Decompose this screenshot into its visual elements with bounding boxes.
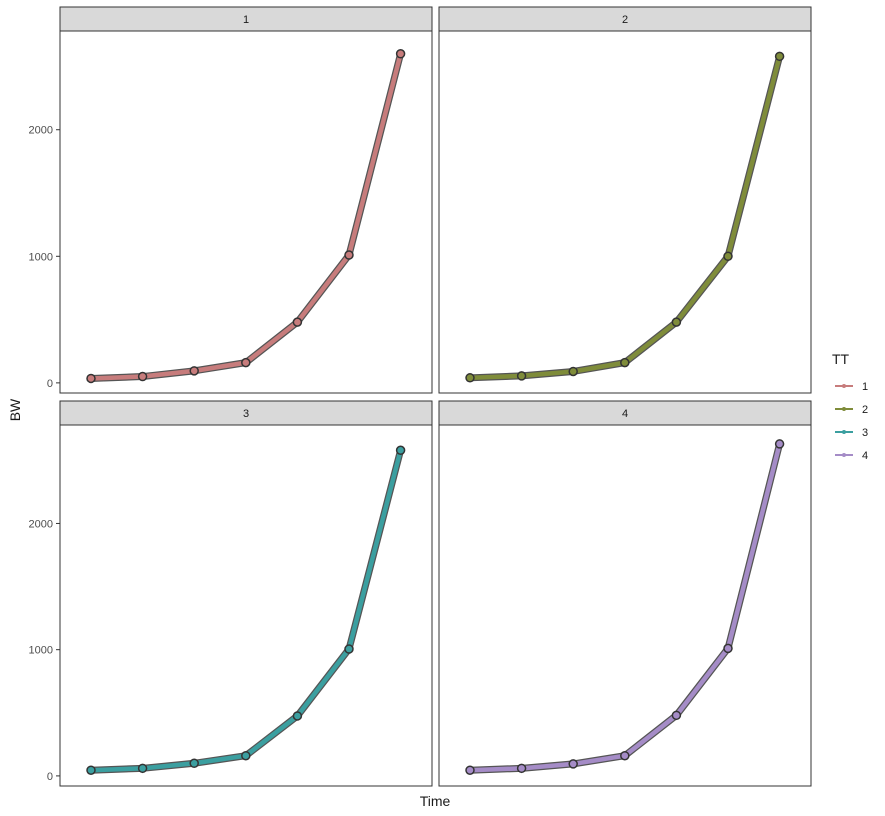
- data-point: [568, 366, 578, 377]
- data-point: [241, 357, 251, 368]
- data-point: [344, 644, 354, 654]
- data-point: [620, 357, 630, 368]
- y-tick-label: 0: [47, 771, 53, 783]
- data-point: [671, 710, 682, 721]
- legend-key-point: [842, 430, 846, 434]
- data-point: [344, 250, 354, 260]
- legend-key-point: [842, 453, 846, 457]
- legend-label: 3: [862, 427, 868, 439]
- data-point: [395, 445, 406, 455]
- data-point: [292, 711, 303, 721]
- y-axis-title: BW: [7, 398, 23, 421]
- legend-items: 1 2 3 4: [835, 381, 868, 462]
- facet-panel-4: 4: [438, 400, 812, 787]
- data-point: [671, 317, 682, 327]
- data-point: [516, 763, 527, 774]
- data-point: [86, 765, 96, 775]
- data-point: [774, 439, 785, 449]
- y-tick-label: 2000: [29, 518, 53, 530]
- data-point: [465, 765, 475, 775]
- legend-item-3: 3: [835, 427, 868, 439]
- facet-panel-3: 3 0 1000 2000: [29, 400, 433, 787]
- facet-strip: [59, 6, 433, 32]
- legend-key-point: [842, 407, 846, 411]
- facet-strip-label: 3: [243, 408, 249, 420]
- data-point: [137, 371, 148, 382]
- data-point: [774, 51, 785, 62]
- legend: TT 1 2 3 4: [832, 351, 868, 462]
- facet-strip: [59, 400, 433, 426]
- data-point: [86, 373, 96, 384]
- legend-label: 2: [862, 404, 868, 416]
- data-point: [620, 750, 630, 761]
- y-tick-label: 0: [47, 378, 53, 390]
- x-axis-title: Time: [420, 793, 451, 809]
- data-point: [723, 251, 733, 262]
- data-point: [723, 643, 733, 654]
- panel-border: [438, 30, 812, 394]
- y-tick-label: 1000: [29, 645, 53, 657]
- panel-border: [438, 424, 812, 787]
- facet-strip-label: 1: [243, 14, 249, 26]
- data-point: [568, 759, 578, 769]
- y-tick-label: 1000: [29, 251, 53, 263]
- legend-key-point: [842, 384, 846, 388]
- legend-item-4: 4: [835, 450, 868, 462]
- facet-strip-label: 4: [622, 408, 628, 420]
- legend-label: 1: [862, 381, 868, 393]
- data-point: [516, 371, 527, 381]
- data-point: [465, 373, 475, 383]
- legend-item-2: 2: [835, 404, 868, 416]
- facet-strip: [438, 400, 812, 426]
- panel-border: [59, 424, 433, 787]
- y-tick-label: 2000: [29, 125, 53, 137]
- data-point: [292, 317, 303, 327]
- panel-border: [59, 30, 433, 394]
- facet-strip-label: 2: [622, 14, 628, 26]
- data-point: [189, 366, 199, 376]
- data-point: [241, 750, 251, 761]
- facet-panel-1: 1 0 1000 2000: [29, 6, 433, 394]
- facet-panel-2: 2: [438, 6, 812, 394]
- data-point: [137, 763, 148, 774]
- data-point: [189, 758, 199, 769]
- legend-item-1: 1: [835, 381, 868, 393]
- legend-title: TT: [832, 351, 850, 367]
- data-point: [395, 49, 406, 59]
- panels-layer: 1 0 1000 2000 2 3 0 1000 2000 4: [29, 6, 812, 787]
- legend-label: 4: [862, 450, 868, 462]
